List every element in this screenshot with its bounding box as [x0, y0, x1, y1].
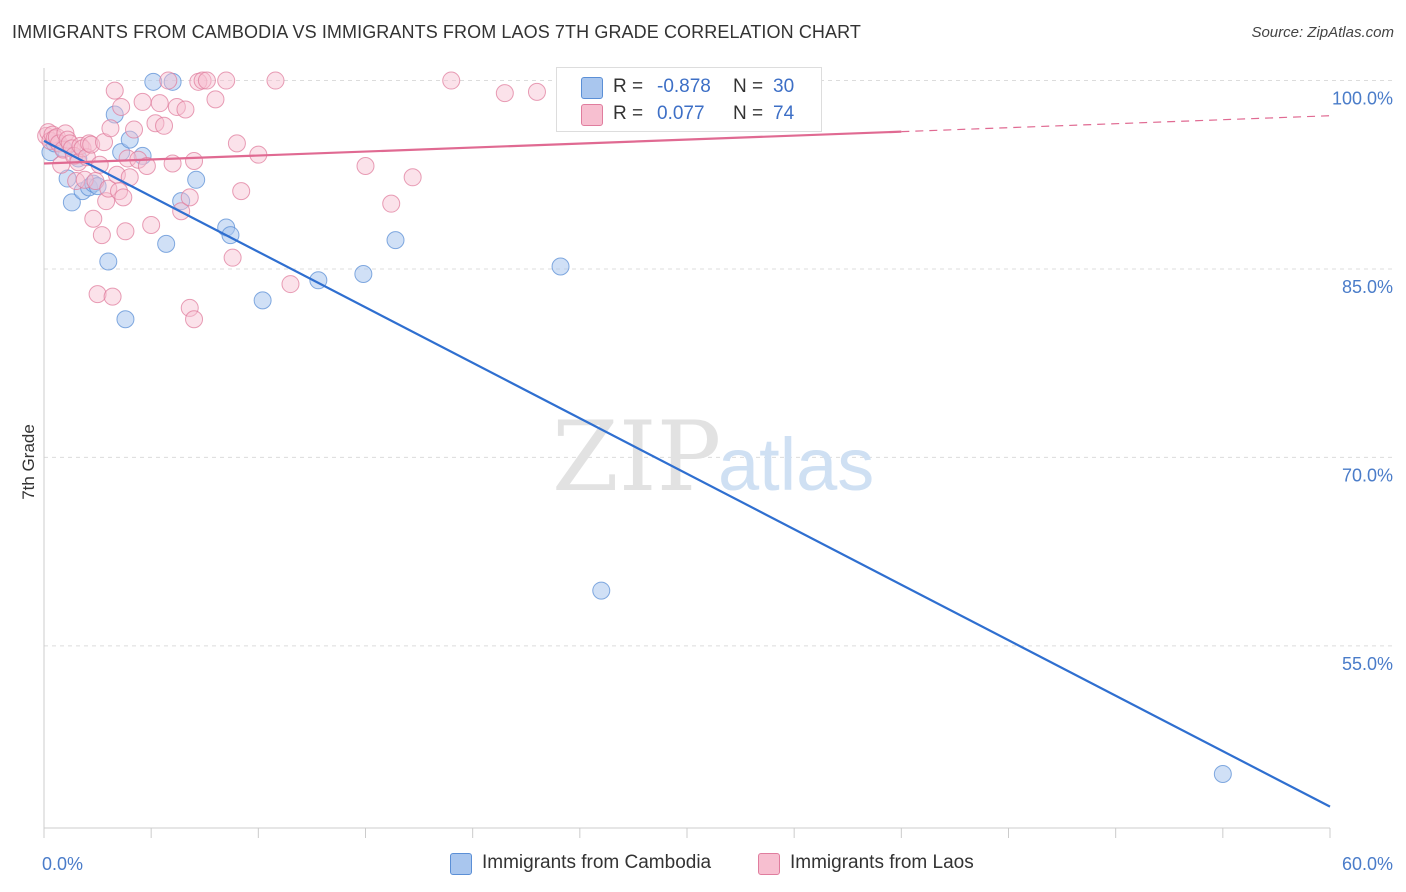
data-point-laos: [232, 182, 251, 201]
data-point-laos: [180, 298, 199, 317]
legend-n-label: N =: [733, 103, 764, 124]
data-point-laos: [114, 188, 133, 207]
data-point-laos: [159, 71, 178, 90]
data-point-laos: [382, 194, 401, 213]
data-point-laos: [155, 116, 174, 135]
data-point-laos: [185, 151, 204, 170]
y-axis-label: 7th Grade: [19, 424, 38, 500]
y-tick-label: 100.0%: [1332, 89, 1393, 109]
y-tick-labels: 100.0% 85.0% 70.0% 55.0%: [1332, 89, 1393, 674]
data-point-cambodia: [187, 170, 206, 189]
stats-legend: R = -0.878 N = 30 R = 0.077 N = 74: [556, 67, 822, 132]
data-point-laos: [193, 71, 212, 90]
data-point-laos: [185, 310, 204, 329]
data-point-laos: [105, 81, 124, 100]
data-point-laos: [403, 168, 422, 187]
x-tick-labels: 0.0% 60.0%: [42, 854, 1393, 874]
data-point-laos: [99, 179, 118, 198]
y-tick-label: 85.0%: [1342, 277, 1393, 297]
grid-lines: [44, 80, 1392, 647]
data-point-cambodia: [172, 192, 191, 211]
data-point-laos: [223, 248, 242, 267]
bottom-legend-label-laos: Immigrants from Laos: [790, 852, 974, 873]
data-point-cambodia: [592, 581, 611, 600]
data-point-laos: [92, 226, 111, 245]
x-tick-label: 0.0%: [42, 854, 83, 874]
axes: [43, 68, 1331, 838]
bottom-legend-label-cambodia: Immigrants from Cambodia: [482, 852, 712, 873]
data-point-laos: [133, 92, 152, 111]
legend-r-value: 0.077: [657, 103, 705, 124]
watermark: ZIP atlas: [552, 401, 874, 513]
data-point-cambodia: [116, 310, 135, 329]
data-point-laos: [217, 71, 236, 90]
data-point-laos: [227, 134, 246, 153]
data-point-laos: [150, 94, 169, 113]
data-point-cambodia: [144, 72, 163, 91]
trend-line-cambodia: [43, 139, 1331, 808]
legend-swatch-laos: [581, 104, 603, 126]
data-point-cambodia: [253, 291, 272, 310]
data-point-laos: [281, 275, 300, 294]
data-point-cambodia: [99, 252, 118, 271]
data-point-laos: [112, 97, 131, 116]
data-point-laos: [176, 100, 195, 119]
data-point-laos: [442, 71, 461, 90]
data-point-cambodia: [62, 193, 81, 212]
data-point-laos: [88, 285, 107, 304]
data-point-laos: [125, 120, 144, 139]
data-point-laos: [206, 90, 225, 109]
data-point-laos: [356, 156, 375, 175]
data-point-laos: [52, 155, 71, 174]
data-point-laos: [142, 216, 161, 235]
data-point-laos: [197, 71, 216, 90]
data-point-cambodia: [386, 231, 405, 250]
legend-n-value: 30: [773, 76, 795, 97]
data-point-laos: [180, 188, 199, 207]
data-point-laos: [266, 71, 285, 90]
bottom-legend-swatch-laos: [758, 853, 780, 875]
bottom-legend-swatch-cambodia: [450, 853, 472, 875]
data-point-cambodia: [157, 234, 176, 253]
legend-n-value: 74: [773, 103, 795, 124]
trend-lines: [43, 115, 1331, 808]
legend-r-value: -0.878: [657, 76, 711, 97]
data-point-cambodia: [1213, 764, 1232, 783]
data-point-cambodia: [105, 105, 124, 124]
chart-title: IMMIGRANTS FROM CAMBODIA VS IMMIGRANTS F…: [12, 22, 862, 42]
source-label: Source: ZipAtlas.com: [1251, 24, 1394, 41]
data-point-laos: [84, 209, 103, 228]
legend-r-label: R =: [613, 103, 644, 124]
data-point-laos: [137, 156, 156, 175]
data-point-cambodia: [354, 265, 373, 284]
data-point-laos: [116, 222, 135, 241]
data-point-laos: [101, 119, 120, 138]
data-point-cambodia: [120, 130, 139, 149]
data-point-laos: [527, 82, 546, 101]
x-tick-label: 60.0%: [1342, 854, 1393, 874]
y-tick-label: 70.0%: [1342, 465, 1393, 485]
watermark-atlas: atlas: [718, 423, 874, 506]
legend-swatch-cambodia: [581, 77, 603, 99]
data-point-laos: [103, 287, 122, 306]
legend-n-label: N =: [733, 76, 764, 97]
legend-r-label: R =: [613, 76, 644, 97]
y-tick-label: 55.0%: [1342, 654, 1393, 674]
data-point-laos: [495, 84, 514, 103]
trend-line-laos-extension: [901, 115, 1331, 133]
data-point-cambodia: [551, 257, 570, 276]
trend-line-laos: [43, 130, 902, 165]
